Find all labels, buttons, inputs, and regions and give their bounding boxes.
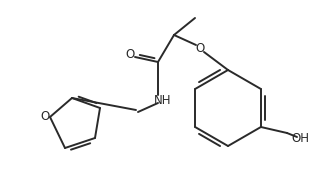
Text: OH: OH <box>291 132 309 145</box>
Text: NH: NH <box>154 93 172 106</box>
Text: O: O <box>195 41 205 54</box>
Text: O: O <box>125 48 135 62</box>
Text: O: O <box>40 111 50 124</box>
